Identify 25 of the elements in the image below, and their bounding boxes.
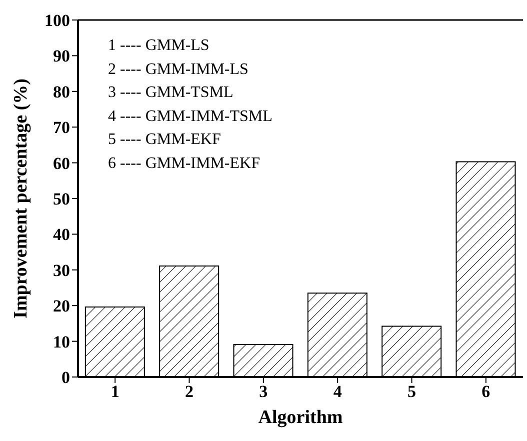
y-tick-label: 90 (53, 46, 70, 66)
y-tick-label: 0 (62, 368, 70, 388)
y-tick-label: 50 (53, 190, 70, 209)
y-tick-label: 10 (53, 332, 70, 352)
annotation: 3 ---- GMM-TSML (108, 83, 234, 103)
y-tick-label: 30 (53, 260, 70, 280)
annotation: 4 ---- GMM-IMM-TSML (108, 106, 272, 126)
y-tick-label: 40 (53, 225, 70, 244)
x-tick-label: 6 (482, 382, 490, 402)
x-tick-label: 2 (185, 382, 194, 402)
annotation: 1 ---- GMM-LS (108, 36, 210, 56)
y-tick-label: 80 (53, 82, 70, 102)
annotation: 2 ---- GMM-IMM-LS (108, 60, 250, 80)
annotation: 5 ---- GMM-EKF (108, 130, 222, 150)
y-tick-label: 70 (53, 118, 70, 138)
x-axis-title: Algorithm (258, 407, 343, 428)
y-axis-title: Improvement percentage (%) (10, 78, 32, 318)
y-tick-label: 60 (53, 154, 70, 173)
y-tick-label: 20 (53, 296, 70, 316)
annotation: 6 ---- GMM-IMM-EKF (108, 154, 261, 174)
x-tick-label: 5 (408, 382, 416, 402)
x-tick-label: 3 (259, 382, 268, 402)
x-tick-label: 4 (333, 382, 342, 402)
y-tick-label: 100 (44, 11, 70, 30)
x-tick-label: 1 (110, 382, 120, 402)
